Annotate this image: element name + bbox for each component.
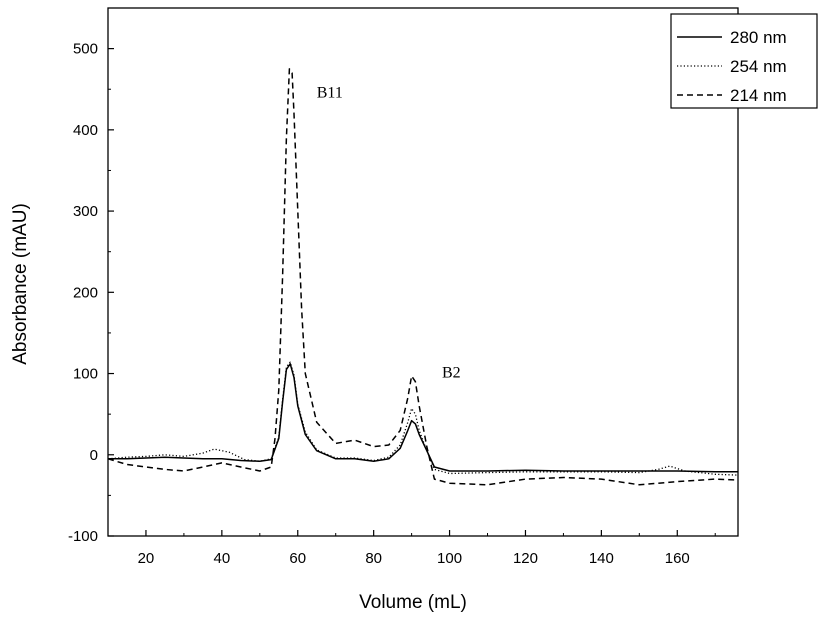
y-tick-label: 300 <box>73 203 98 220</box>
y-tick-label: 400 <box>73 122 98 139</box>
peak-label-B2: B2 <box>442 365 461 382</box>
x-tick-label: 120 <box>513 550 538 567</box>
legend: 280 nm 254 nm 214 nm <box>670 13 818 109</box>
legend-frame <box>670 13 818 109</box>
x-tick-label: 100 <box>437 550 462 567</box>
x-tick-label: 160 <box>665 550 690 567</box>
annotations: B11 B2 <box>317 84 461 381</box>
y-tick-label: 100 <box>73 366 98 383</box>
x-tick-label: 80 <box>365 550 382 567</box>
legend-label: 254 nm <box>730 57 787 76</box>
plot-area: 20 40 60 80 100 120 140 160 -100 0 100 200 300 400 50… <box>68 7 739 567</box>
x-tick-label: 60 <box>289 550 306 567</box>
series-line-280-nm <box>108 363 738 473</box>
y-tick-label: -100 <box>68 528 98 545</box>
y-axis-ticks: -100 0 100 200 300 400 500 <box>68 7 114 545</box>
plot-frame <box>107 7 739 537</box>
y-tick-label: 200 <box>73 284 98 301</box>
x-axis-title: Volume (mL) <box>359 592 467 613</box>
series-line-214-nm <box>107 68 739 486</box>
y-tick-label: 500 <box>73 41 98 58</box>
y-tick-label: 0 <box>90 447 98 464</box>
x-axis-ticks: 20 40 60 80 100 120 140 160 <box>138 530 716 567</box>
peak-label-B11: B11 <box>317 84 343 101</box>
legend-label: 280 nm <box>730 28 787 47</box>
curves <box>107 68 739 486</box>
y-axis-title: Absorbance (mAU) <box>10 203 31 365</box>
series-line-254-nm <box>107 361 739 476</box>
x-tick-label: 140 <box>589 550 614 567</box>
x-tick-label: 40 <box>214 550 231 567</box>
x-tick-label: 20 <box>138 550 155 567</box>
legend-label: 214 nm <box>730 86 787 105</box>
